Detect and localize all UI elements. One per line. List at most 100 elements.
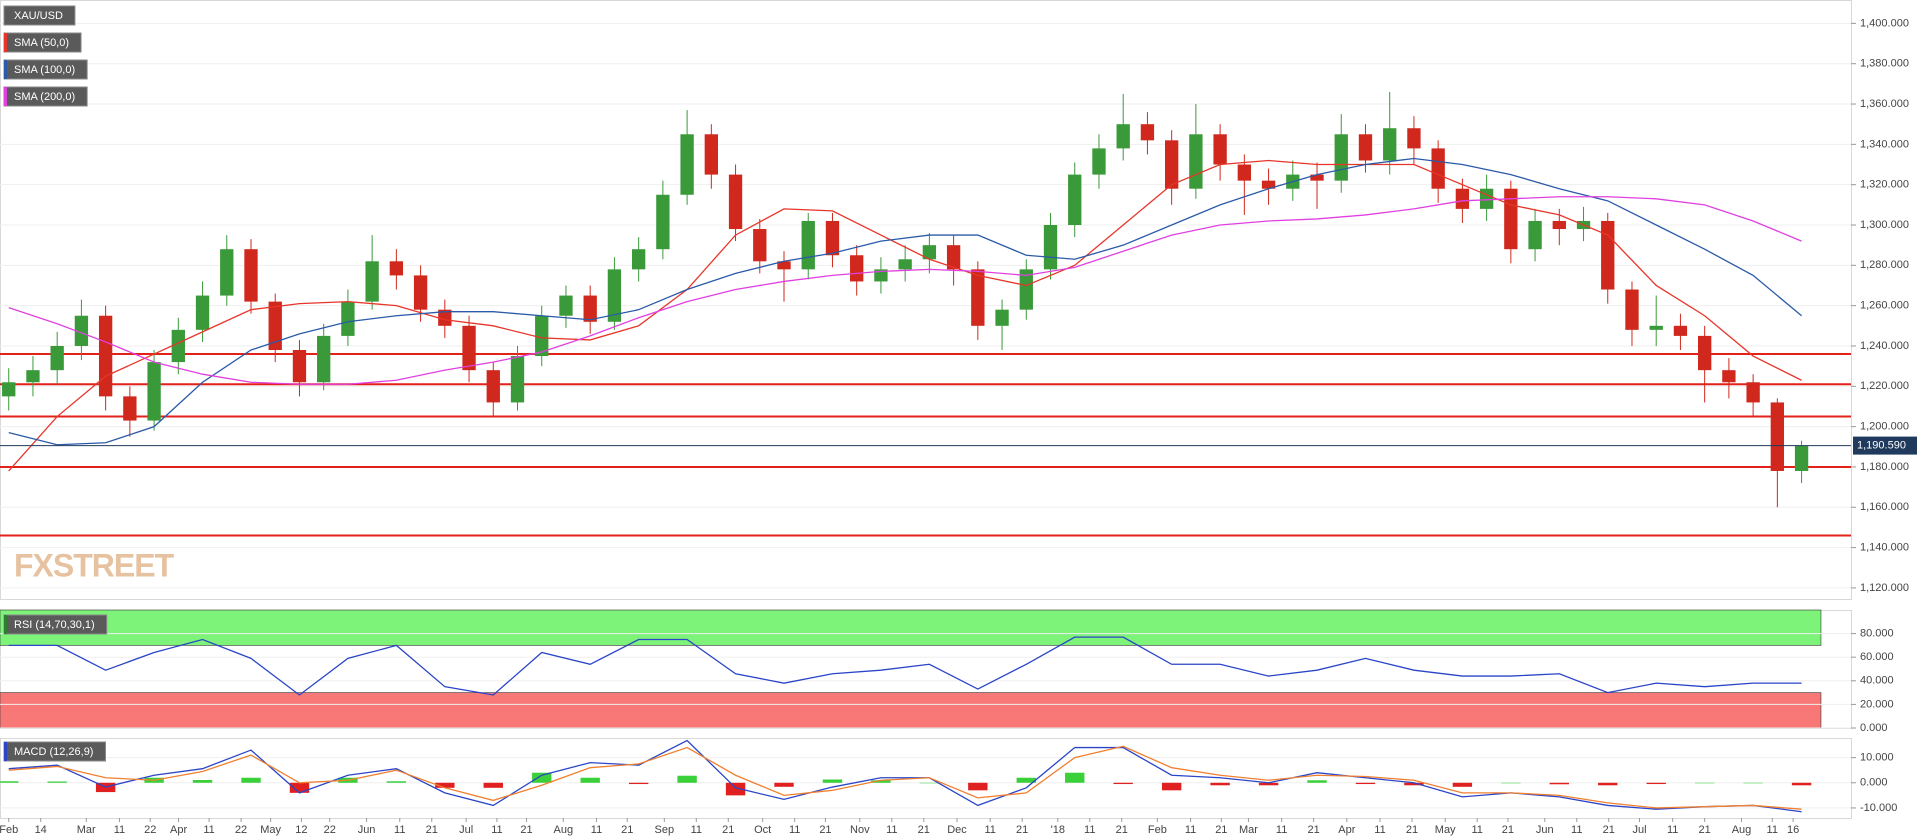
candle-body [123, 396, 137, 421]
x-tick-label: 11 [1276, 824, 1287, 836]
legend-label: MACD (12,26,9) [14, 746, 93, 758]
candle-body [1431, 148, 1445, 189]
y-tick-label: 1,180.000 [1860, 461, 1909, 473]
candle-body [995, 309, 1009, 326]
legend-entry: XAU/USD [3, 5, 76, 26]
candle-body [98, 315, 113, 397]
histogram-bar [1404, 782, 1424, 786]
candle-body [801, 220, 815, 270]
candle-body [171, 329, 185, 363]
candle-body [1213, 134, 1227, 165]
histogram-bar [1694, 782, 1715, 784]
x-tick-label: 11 [1767, 824, 1778, 836]
y-tick-label: 1,220.000 [1860, 380, 1909, 392]
candle-body [1479, 188, 1494, 209]
y-tick-label: 1,320.000 [1860, 179, 1909, 191]
x-tick-label: Jun [1536, 824, 1554, 836]
histogram-bar [1065, 772, 1085, 783]
histogram-bar [1646, 782, 1666, 785]
y-tick-label: 1,120.000 [1860, 582, 1909, 594]
legend-swatch [4, 87, 7, 106]
candle-body [1261, 180, 1276, 189]
candle-body [341, 301, 355, 336]
x-tick-label: Feb [0, 824, 18, 836]
candle-body [777, 261, 791, 270]
legend-label: SMA (200,0) [14, 91, 75, 103]
histogram-bar [1161, 782, 1182, 791]
x-tick-label: 11 [114, 824, 125, 836]
histogram-bar [1549, 782, 1569, 785]
x-tick-label: Feb [1148, 824, 1167, 836]
candle-body [317, 335, 331, 383]
macd-line [8, 745, 1802, 810]
y-tick-label: 1,360.000 [1860, 98, 1909, 110]
candle-body [850, 255, 864, 282]
candle-body [1334, 134, 1348, 181]
x-tick-label: 21 [1308, 824, 1320, 836]
candle-body [438, 309, 452, 326]
x-tick-label: 12 [295, 824, 307, 836]
sma-line [8, 196, 1802, 385]
legend-entry: SMA (100,0) [3, 59, 88, 80]
x-tick-label: 21 [1016, 824, 1028, 836]
candle-body [462, 325, 476, 371]
candle-body [704, 134, 718, 175]
candle-body [1504, 188, 1518, 250]
rsi-line [8, 636, 1802, 696]
y-tick-label: 40.000 [1860, 675, 1894, 687]
candle-body [486, 370, 500, 403]
histogram-bar [0, 781, 19, 783]
histogram-bar [386, 781, 407, 783]
candle-body [365, 261, 379, 302]
x-tick-label: 11 [1084, 824, 1095, 836]
candle-body [1043, 225, 1058, 270]
histogram-bar [289, 782, 310, 793]
histogram-bar [1791, 782, 1812, 786]
candle-body [1673, 325, 1688, 336]
candle-body [1019, 269, 1033, 310]
x-tick-label: 11 [1571, 824, 1582, 836]
histogram-bar [1016, 777, 1036, 783]
candle-body [1794, 445, 1809, 471]
x-tick-label: 11 [1374, 824, 1385, 836]
y-tick-label: 1,240.000 [1860, 340, 1909, 352]
y-tick-label: 0.000 [1860, 777, 1888, 789]
panel-frame [0, 0, 1852, 600]
y-tick-label: 80.000 [1860, 628, 1894, 640]
x-tick-label: 21 [1116, 824, 1128, 836]
x-tick-label: Aug [1732, 824, 1752, 836]
x-tick-label: 21 [1406, 824, 1418, 836]
candle-body [1116, 124, 1130, 149]
panel-frame [0, 738, 1852, 819]
histogram-bar [919, 782, 940, 784]
zone-band [0, 609, 1822, 646]
legend-label: SMA (50,0) [14, 37, 69, 49]
y-tick-label: 1,340.000 [1860, 138, 1909, 150]
histogram-bar [483, 782, 503, 788]
x-tick-label: 16 [1787, 824, 1799, 836]
x-tick-label: 11 [394, 824, 405, 836]
y-tick-label: 1,380.000 [1860, 58, 1909, 70]
x-tick-label: 11 [591, 824, 602, 836]
candle-body [1770, 402, 1785, 471]
x-tick-label: '18 [1051, 824, 1065, 836]
legend-swatch [4, 60, 7, 79]
histogram-bar [677, 775, 697, 783]
price-tag: 1,190.590 [1853, 436, 1917, 455]
x-tick-label: 21 [1603, 824, 1615, 836]
candle-body [922, 245, 937, 260]
candle-body [1164, 140, 1179, 189]
x-tick-label: 11 [984, 824, 995, 836]
candle-body [631, 249, 646, 270]
legend-label: SMA (100,0) [14, 64, 75, 76]
x-tick-label: 21 [918, 824, 930, 836]
candle-body [147, 362, 161, 421]
x-tick-label: 11 [1471, 824, 1482, 836]
candle-body [607, 269, 622, 322]
histogram-bar [774, 782, 794, 787]
legend-entry: SMA (50,0) [3, 32, 82, 53]
y-tick-label: 1,140.000 [1860, 541, 1909, 553]
x-tick-label: 22 [324, 824, 336, 836]
